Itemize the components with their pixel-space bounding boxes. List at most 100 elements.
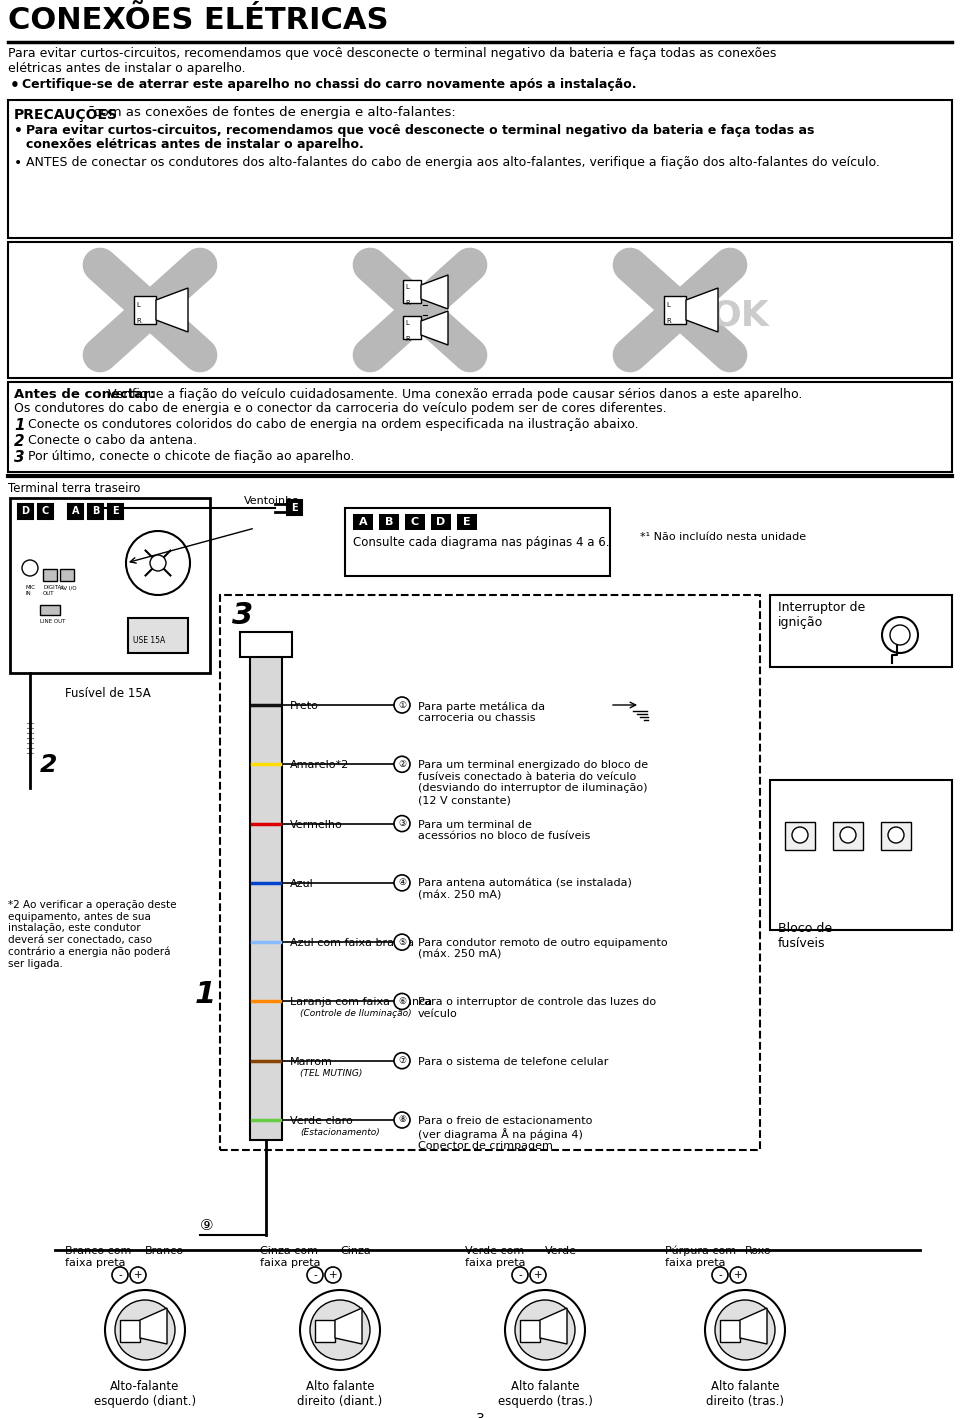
Text: ②: ② xyxy=(398,760,406,769)
Text: (Estacionamento): (Estacionamento) xyxy=(300,1127,380,1137)
Text: *¹ Não incluído nesta unidade: *¹ Não incluído nesta unidade xyxy=(640,532,806,542)
Text: DIGITAL
OUT: DIGITAL OUT xyxy=(43,586,64,596)
Bar xyxy=(38,503,53,519)
Bar xyxy=(720,1320,740,1341)
Circle shape xyxy=(715,1300,775,1360)
Text: Verde com: Verde com xyxy=(465,1246,524,1256)
Text: Azul: Azul xyxy=(290,879,314,889)
Text: USE 15A: USE 15A xyxy=(133,637,165,645)
Text: 2: 2 xyxy=(14,434,25,450)
Text: AV I/O: AV I/O xyxy=(60,586,77,590)
Text: Para evitar curtos-circuitos, recomendamos que você desconecte o terminal negati: Para evitar curtos-circuitos, recomendam… xyxy=(8,47,777,60)
Bar xyxy=(664,296,686,323)
Text: •: • xyxy=(10,78,20,94)
Text: OK: OK xyxy=(710,298,769,332)
Bar xyxy=(134,296,156,323)
Text: ③: ③ xyxy=(398,820,406,828)
Text: 3: 3 xyxy=(232,601,253,630)
Bar xyxy=(10,498,210,674)
Polygon shape xyxy=(540,1307,567,1344)
Text: 3: 3 xyxy=(475,1412,485,1418)
Text: faixa preta: faixa preta xyxy=(665,1258,726,1268)
Circle shape xyxy=(512,1268,528,1283)
Circle shape xyxy=(310,1300,370,1360)
Text: Interruptor de
ignição: Interruptor de ignição xyxy=(778,601,865,630)
Bar xyxy=(785,822,815,849)
Text: -: - xyxy=(718,1271,722,1280)
Circle shape xyxy=(150,554,166,571)
Bar xyxy=(770,780,952,930)
Text: Verde: Verde xyxy=(545,1246,577,1256)
Bar xyxy=(43,569,57,581)
Circle shape xyxy=(325,1268,341,1283)
Bar xyxy=(240,632,292,657)
Bar xyxy=(405,513,425,530)
Text: *2 Ao verificar a operação deste
equipamento, antes de sua
instalação, este cond: *2 Ao verificar a operação deste equipam… xyxy=(8,900,177,968)
Text: ①: ① xyxy=(398,700,406,709)
Circle shape xyxy=(705,1290,785,1370)
Circle shape xyxy=(394,1052,410,1069)
Text: Vermelho: Vermelho xyxy=(290,820,343,830)
Text: Por último, conecte o chicote de fiação ao aparelho.: Por último, conecte o chicote de fiação … xyxy=(28,450,354,464)
Text: 2: 2 xyxy=(40,753,58,777)
Bar xyxy=(108,503,123,519)
Text: E: E xyxy=(463,518,470,527)
Circle shape xyxy=(394,994,410,1010)
Text: ④: ④ xyxy=(398,878,406,888)
Bar xyxy=(403,316,421,339)
Bar xyxy=(40,605,60,615)
Text: Conecte o cabo da antena.: Conecte o cabo da antena. xyxy=(28,434,197,447)
Text: L: L xyxy=(666,302,670,308)
Text: Para o interruptor de controle das luzes do
veículo: Para o interruptor de controle das luzes… xyxy=(418,997,656,1020)
Text: faixa preta: faixa preta xyxy=(65,1258,126,1268)
Text: (Controle de Iluminação): (Controle de Iluminação) xyxy=(300,1010,412,1018)
Text: Para um terminal de
acessórios no bloco de fusíveis: Para um terminal de acessórios no bloco … xyxy=(418,820,590,841)
Text: Consulte cada diagrama nas páginas 4 a 6.: Consulte cada diagrama nas páginas 4 a 6… xyxy=(353,536,610,549)
Bar xyxy=(520,1320,540,1341)
Text: Púrpura com: Púrpura com xyxy=(665,1246,736,1256)
Text: Fusível de 15A: Fusível de 15A xyxy=(65,686,151,700)
Text: Cinza com: Cinza com xyxy=(260,1246,318,1256)
Text: •: • xyxy=(14,156,22,170)
Polygon shape xyxy=(156,288,188,332)
Circle shape xyxy=(112,1268,128,1283)
Circle shape xyxy=(882,617,918,654)
Bar xyxy=(8,381,952,472)
Bar xyxy=(379,513,399,530)
Bar xyxy=(8,101,952,238)
Text: Azul com faixa branca: Azul com faixa branca xyxy=(290,939,414,949)
Text: LINE OUT: LINE OUT xyxy=(40,620,65,624)
Text: B: B xyxy=(385,518,394,527)
Text: +: + xyxy=(733,1271,742,1280)
Bar xyxy=(8,242,952,379)
Text: elétricas antes de instalar o aparelho.: elétricas antes de instalar o aparelho. xyxy=(8,62,246,75)
Circle shape xyxy=(115,1300,175,1360)
Bar xyxy=(457,513,477,530)
Text: Alto falante
esquerdo (tras.): Alto falante esquerdo (tras.) xyxy=(497,1380,592,1408)
Text: faixa preta: faixa preta xyxy=(465,1258,525,1268)
Circle shape xyxy=(792,827,808,842)
Text: A: A xyxy=(359,518,368,527)
Text: Para parte metálica da
carroceria ou chassis: Para parte metálica da carroceria ou cha… xyxy=(418,700,545,723)
Polygon shape xyxy=(421,275,448,309)
Text: Roxo: Roxo xyxy=(745,1246,772,1256)
Text: ⑦: ⑦ xyxy=(398,1056,406,1065)
Text: Conecte os condutores coloridos do cabo de energia na ordem especificada na ilus: Conecte os condutores coloridos do cabo … xyxy=(28,418,638,431)
Circle shape xyxy=(105,1290,185,1370)
Circle shape xyxy=(394,875,410,891)
Text: +: + xyxy=(133,1271,142,1280)
Text: MIC
IN: MIC IN xyxy=(25,586,35,596)
Text: •: • xyxy=(14,123,23,138)
Text: Alto falante
direito (tras.): Alto falante direito (tras.) xyxy=(706,1380,784,1408)
Text: Amarelo*2: Amarelo*2 xyxy=(290,760,349,770)
Bar xyxy=(353,513,373,530)
Text: R: R xyxy=(405,301,410,306)
Text: conexões elétricas antes de instalar o aparelho.: conexões elétricas antes de instalar o a… xyxy=(26,138,364,150)
Bar xyxy=(250,645,282,1140)
Polygon shape xyxy=(421,311,448,345)
Circle shape xyxy=(505,1290,585,1370)
Text: ANTES de conectar os condutores dos alto-falantes do cabo de energia aos alto-fa: ANTES de conectar os condutores dos alto… xyxy=(26,156,880,169)
Circle shape xyxy=(126,530,190,596)
Text: C: C xyxy=(42,506,49,516)
Text: Para evitar curtos-circuitos, recomendamos que você desconecte o terminal negati: Para evitar curtos-circuitos, recomendam… xyxy=(26,123,814,138)
